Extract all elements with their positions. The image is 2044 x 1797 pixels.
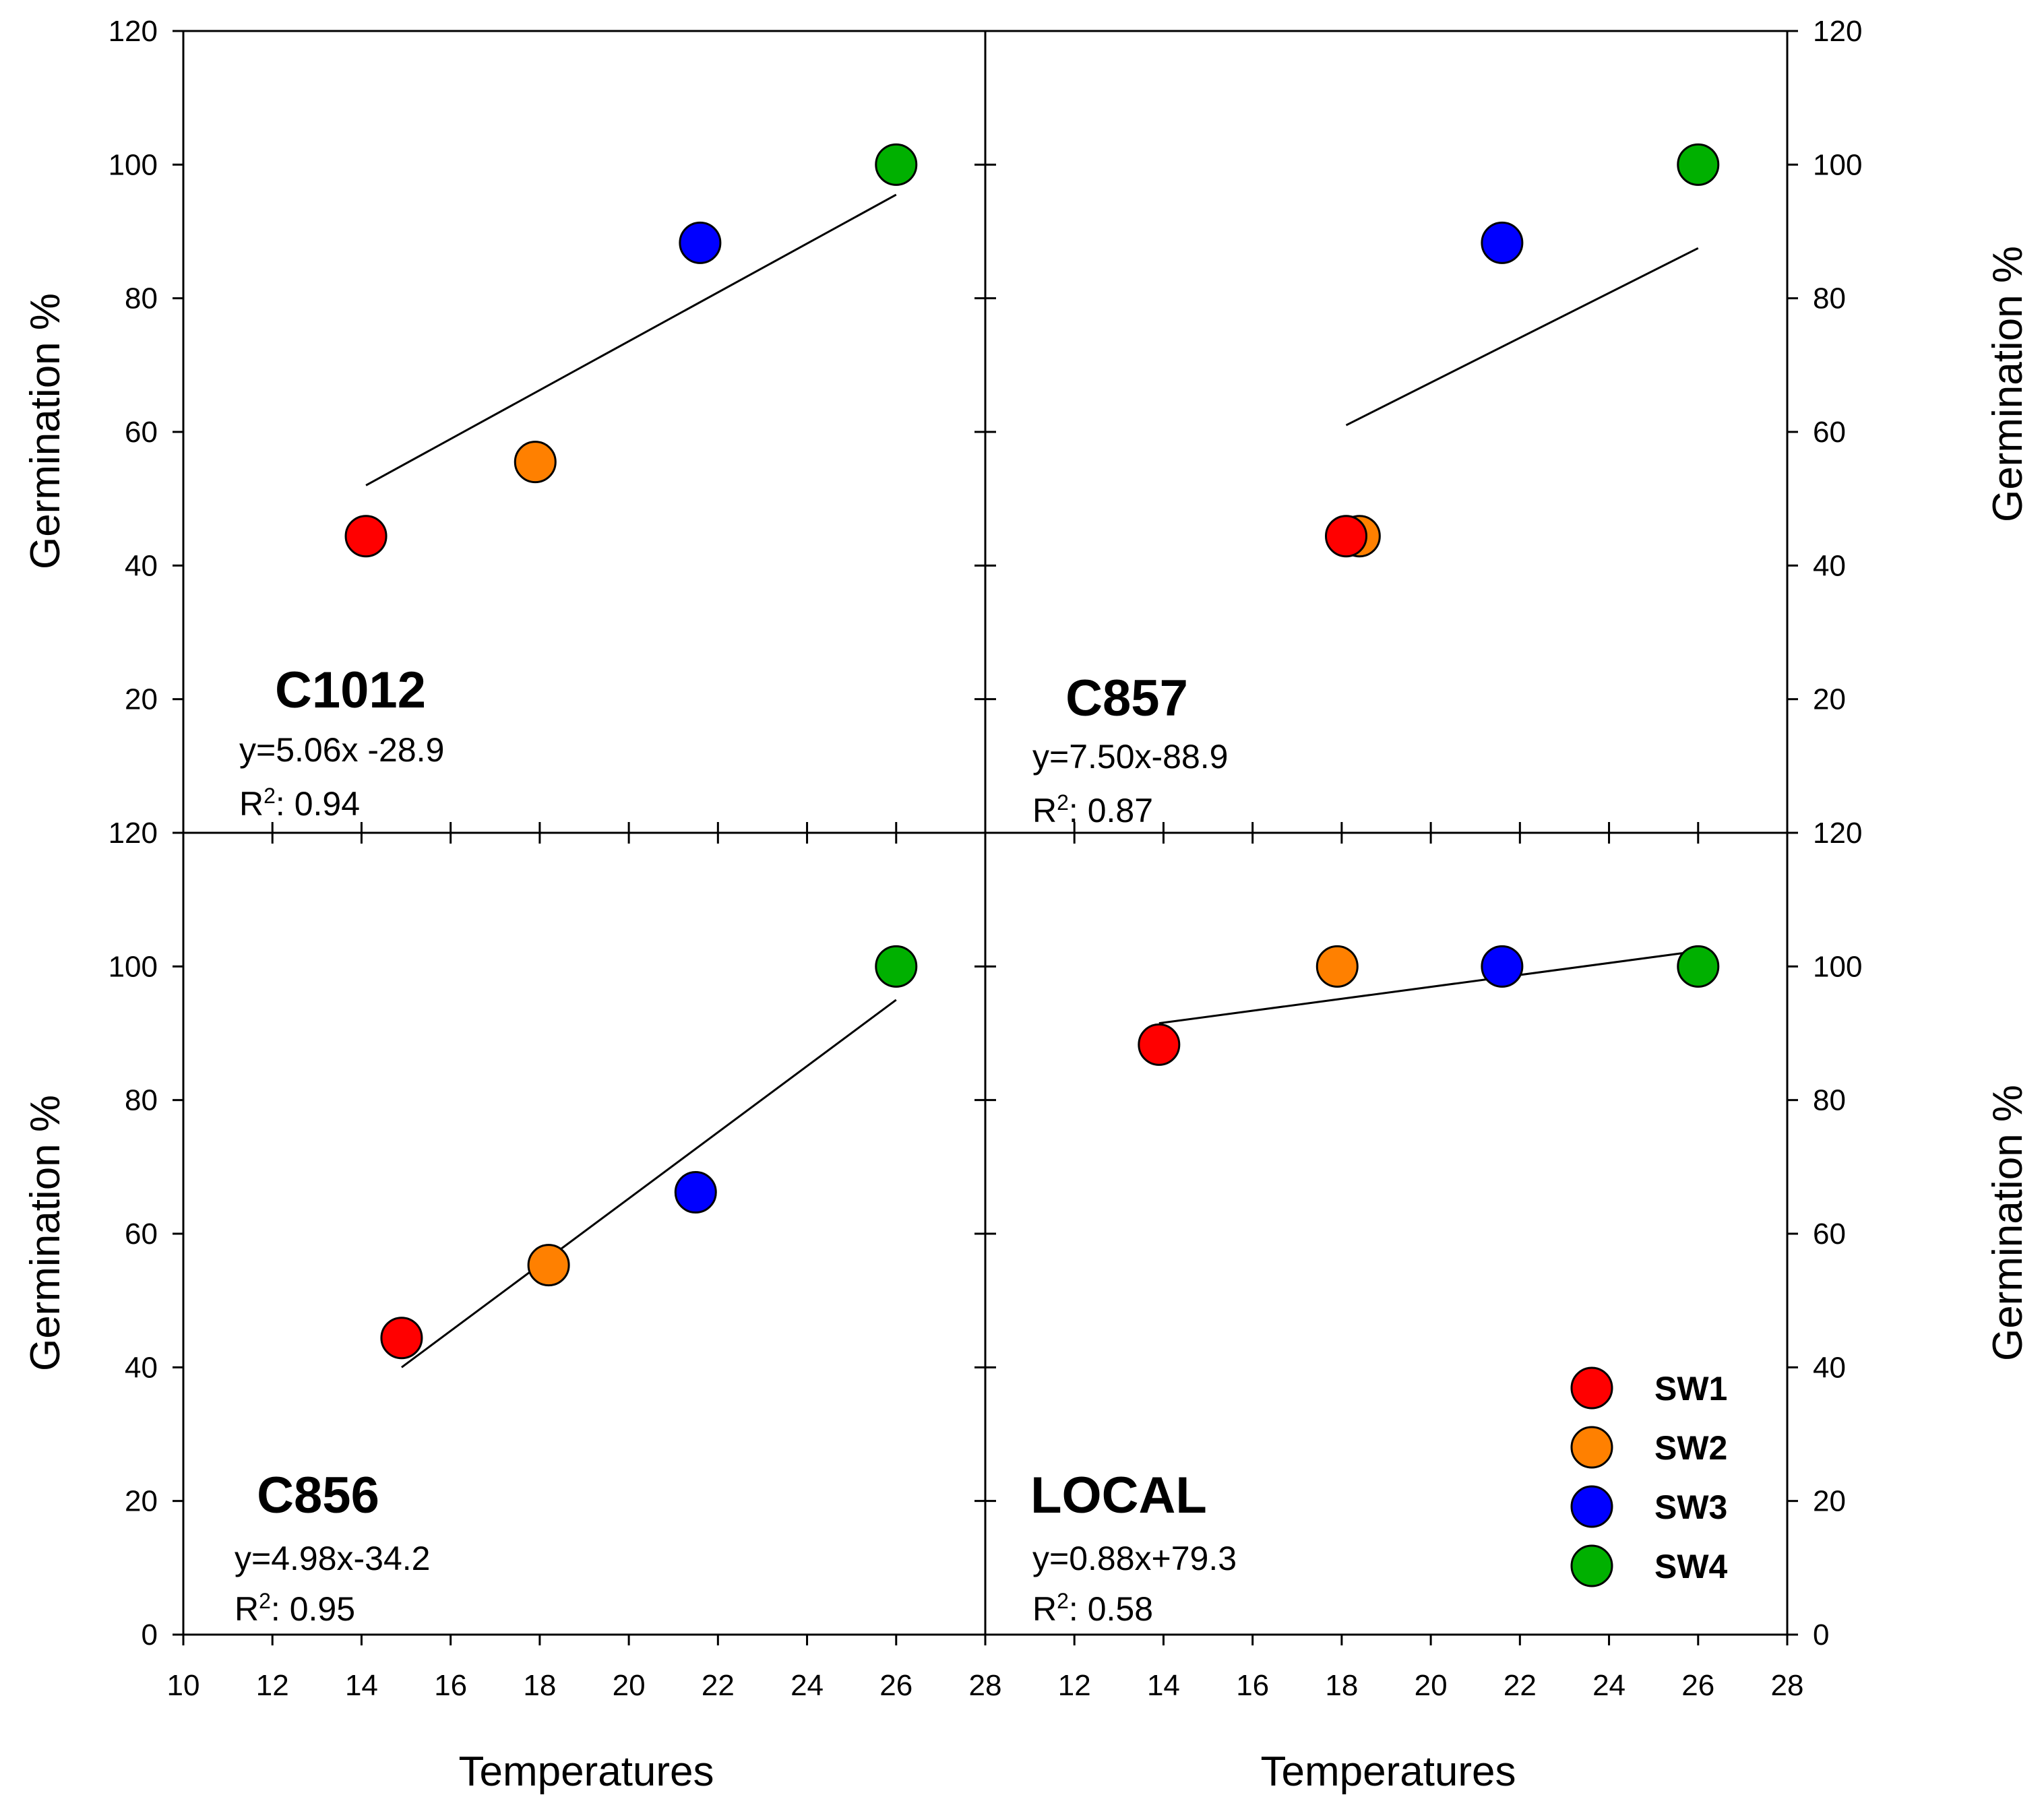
regression-line (1345, 247, 1699, 427)
x-tick-label: 16 (434, 1669, 467, 1702)
legend: SW1 SW2 SW3 SW4 (1570, 1366, 1728, 1587)
panels: C1012 y=5.06x -28.9 R2: 0.94 C857 y=7.50x-88… (235, 143, 1720, 1628)
legend-label-sw1: SW1 (1654, 1370, 1727, 1408)
x-tick-label: 26 (879, 1669, 912, 1702)
x-tick-label: 14 (345, 1669, 378, 1702)
legend-label-sw4: SW4 (1654, 1548, 1728, 1585)
data-point-sw4 (1677, 945, 1720, 988)
x-tick-label: 22 (702, 1669, 735, 1702)
x-tick-label: 12 (256, 1669, 289, 1702)
y-tick-label-left: 100 (109, 148, 158, 181)
data-point-sw4 (875, 143, 918, 186)
y-tick-label-right: 20 (1813, 1485, 1846, 1518)
x-tick-label: 20 (1415, 1669, 1448, 1702)
y-tick-label-right: 120 (1813, 817, 1862, 850)
panel-c856: C856 y=4.98x-34.2 R2: 0.95 (235, 945, 918, 1628)
panel-local: LOCAL y=0.88x+79.3 R2: 0.58 (1030, 945, 1720, 1628)
x-tick-label: 28 (969, 1669, 1002, 1702)
x-tick-label: 12 (1058, 1669, 1091, 1702)
y-tick-label-right: 80 (1813, 1084, 1846, 1117)
x-axis-title: Temperatures (1260, 1748, 1516, 1795)
panel-c1012: C1012 y=5.06x -28.9 R2: 0.94 (239, 143, 918, 823)
y-tick-label-left: 40 (125, 1351, 158, 1384)
equation-label: y=5.06x -28.9 (239, 731, 444, 769)
y-tick-label-right: 60 (1813, 1218, 1846, 1251)
legend-marker-sw1 (1570, 1366, 1613, 1410)
r-squared-label: R2: 0.94 (239, 784, 360, 823)
regression-line (365, 193, 897, 486)
data-point-sw3 (679, 221, 722, 264)
data-point-sw3 (674, 1171, 717, 1214)
y-tick-label-right: 100 (1813, 148, 1862, 181)
data-point-sw2 (514, 441, 557, 484)
y-axis-title-left: Germination % (22, 293, 69, 569)
x-tick-label: 20 (613, 1669, 646, 1702)
x-tick-label: 10 (167, 1669, 200, 1702)
y-tick-label-left: 40 (125, 549, 158, 582)
x-tick-label: 26 (1681, 1669, 1714, 1702)
y-tick-label-right: 120 (1813, 15, 1862, 48)
legend-label-sw2: SW2 (1654, 1429, 1727, 1467)
x-tick-label: 24 (1592, 1669, 1625, 1702)
axis-labels: 20 20 40 40 60 60 80 80 100 100 120 120 0 0 20 20 40 40 60… (22, 15, 2031, 1795)
x-tick-label: 18 (523, 1669, 556, 1702)
data-point-sw1 (344, 515, 388, 558)
legend-label-sw3: SW3 (1654, 1488, 1727, 1526)
legend-marker-sw3 (1570, 1485, 1613, 1528)
y-axis-title-left: Germination % (22, 1095, 69, 1371)
y-tick-label-left: 60 (125, 1218, 158, 1251)
y-axis-title-right: Germination % (1985, 246, 2031, 522)
r-squared-label: R2: 0.58 (1032, 1589, 1153, 1628)
y-tick-label-left: 0 (142, 1618, 158, 1651)
y-tick-label-right: 0 (1813, 1618, 1829, 1651)
x-tick-label: 14 (1147, 1669, 1180, 1702)
x-tick-label: 24 (791, 1669, 824, 1702)
regression-line (401, 999, 897, 1368)
y-tick-label-left: 120 (109, 15, 158, 48)
y-tick-label-right: 100 (1813, 950, 1862, 983)
y-tick-label-left: 20 (125, 683, 158, 716)
data-point-sw4 (875, 945, 918, 988)
y-tick-label-left: 80 (125, 282, 158, 315)
x-tick-label: 28 (1771, 1669, 1804, 1702)
y-tick-label-right: 80 (1813, 282, 1846, 315)
panel-title: C857 (1065, 670, 1188, 727)
r-squared-label: R2: 0.95 (235, 1589, 355, 1628)
data-point-sw2 (1315, 945, 1359, 988)
panel-title: LOCAL (1030, 1467, 1207, 1524)
y-tick-label-right: 20 (1813, 683, 1846, 716)
data-point-sw4 (1677, 143, 1720, 186)
x-axis-title: Temperatures (458, 1748, 714, 1795)
data-point-sw3 (1481, 221, 1524, 264)
equation-label: y=7.50x-88.9 (1032, 738, 1228, 776)
x-tick-label: 18 (1325, 1669, 1358, 1702)
panel-title: C856 (257, 1467, 379, 1524)
y-tick-label-left: 20 (125, 1485, 158, 1518)
y-tick-label-left: 60 (125, 416, 158, 449)
y-tick-label-right: 40 (1813, 1351, 1846, 1384)
regression-line (1158, 950, 1698, 1025)
axis-ticks (173, 30, 1798, 1645)
y-tick-label-left: 120 (109, 817, 158, 850)
y-axis-title-right: Germination % (1985, 1085, 2031, 1361)
data-point-sw2 (527, 1244, 570, 1287)
data-point-sw3 (1481, 945, 1524, 988)
y-tick-label-right: 60 (1813, 416, 1846, 449)
y-tick-label-left: 100 (109, 950, 158, 983)
data-point-sw1 (1325, 515, 1367, 558)
x-tick-label: 16 (1236, 1669, 1269, 1702)
r-squared-label: R2: 0.87 (1032, 790, 1153, 829)
panel-c857: C857 y=7.50x-88.9 R2: 0.87 (1032, 143, 1720, 829)
x-tick-label: 22 (1504, 1669, 1537, 1702)
data-point-sw1 (380, 1317, 423, 1360)
equation-label: y=0.88x+79.3 (1032, 1540, 1237, 1577)
legend-marker-sw2 (1570, 1426, 1613, 1469)
equation-label: y=4.98x-34.2 (235, 1540, 430, 1577)
legend-marker-sw4 (1570, 1544, 1613, 1587)
y-tick-label-left: 80 (125, 1084, 158, 1117)
panel-title: C1012 (275, 662, 426, 719)
data-point-sw1 (1138, 1023, 1181, 1066)
y-tick-label-right: 40 (1813, 549, 1846, 582)
